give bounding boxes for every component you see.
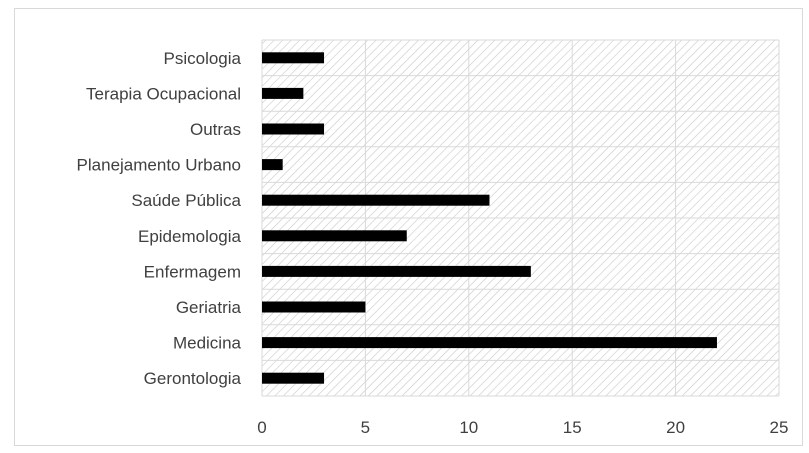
x-tick-label: 0 xyxy=(257,418,266,437)
bar xyxy=(262,230,407,242)
bar xyxy=(262,194,490,206)
category-label: Enfermagem xyxy=(144,262,241,281)
x-tick-label: 15 xyxy=(563,418,582,437)
category-label: Outras xyxy=(190,120,241,139)
grid-lines xyxy=(261,39,780,397)
category-label: Planejamento Urbano xyxy=(77,156,241,175)
category-label: Terapia Ocupacional xyxy=(86,84,241,103)
bar xyxy=(262,372,325,384)
category-label: Gerontologia xyxy=(144,369,242,388)
category-labels: Gerontologia Medicina Geriatria Enfermagem E… xyxy=(77,49,242,388)
bar xyxy=(262,337,717,349)
category-label: Medicina xyxy=(173,334,242,353)
x-tick-labels: 0 5 10 15 20 25 xyxy=(257,418,788,437)
bar xyxy=(262,52,325,64)
category-label: Psicologia xyxy=(164,49,242,68)
bar xyxy=(262,123,325,135)
x-tick-label: 25 xyxy=(770,418,789,437)
x-tick-label: 5 xyxy=(361,418,370,437)
bar xyxy=(262,87,304,99)
bars xyxy=(262,52,717,384)
category-label: Epidemologia xyxy=(138,227,242,246)
category-label: Saúde Pública xyxy=(131,191,241,210)
category-label: Geriatria xyxy=(176,298,242,317)
bar xyxy=(262,265,531,277)
bar xyxy=(262,301,366,313)
x-tick-label: 10 xyxy=(459,418,478,437)
bar xyxy=(262,159,283,171)
x-tick-label: 20 xyxy=(666,418,685,437)
